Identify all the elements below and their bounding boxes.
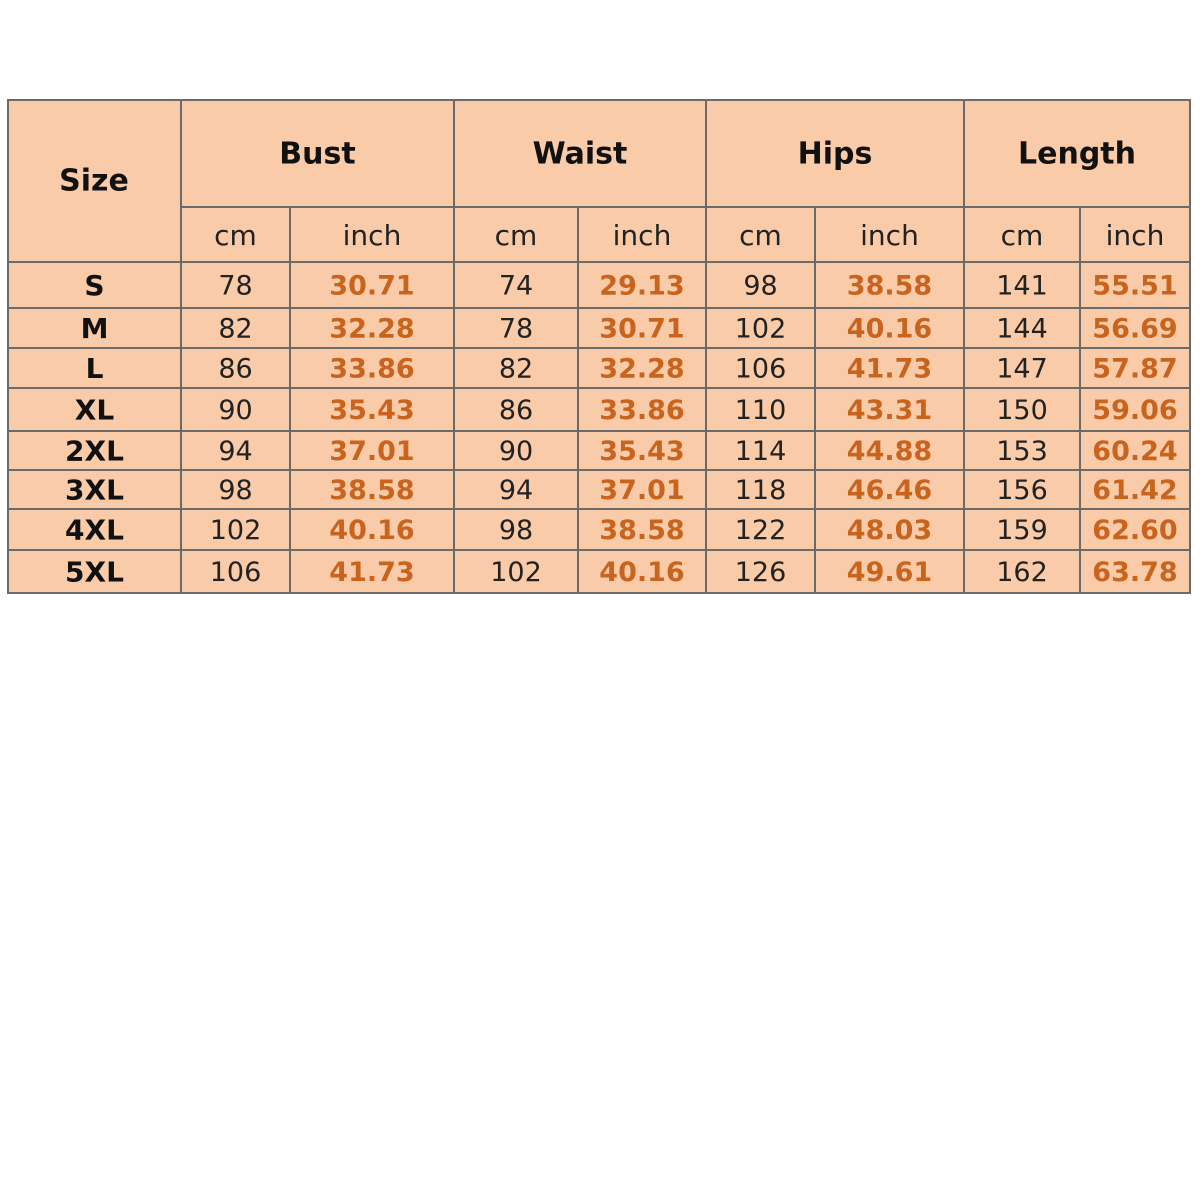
header-cell: Bust xyxy=(279,137,355,172)
header-cell: Length xyxy=(1018,137,1136,172)
unit-cell: inch xyxy=(860,219,919,252)
value-cell: 48.03 xyxy=(847,515,932,546)
size-cell: XL xyxy=(75,394,115,427)
value-cell: 38.58 xyxy=(599,515,684,546)
value-cell: 62.60 xyxy=(1092,515,1177,546)
value-cell: 41.73 xyxy=(847,354,932,385)
unit-cell: cm xyxy=(495,219,538,252)
size-cell: M xyxy=(81,312,109,345)
value-cell: 29.13 xyxy=(599,271,684,302)
value-cell: 63.78 xyxy=(1092,557,1177,588)
value-cell: 90 xyxy=(499,436,533,467)
value-cell: 98 xyxy=(218,475,252,506)
unit-cell: inch xyxy=(1106,219,1165,252)
value-cell: 94 xyxy=(499,475,533,506)
value-cell: 102 xyxy=(210,515,262,546)
value-cell: 118 xyxy=(735,475,787,506)
value-cell: 82 xyxy=(499,354,533,385)
value-cell: 33.86 xyxy=(599,395,684,426)
unit-cell: cm xyxy=(739,219,782,252)
unit-cell: cm xyxy=(1001,219,1044,252)
value-cell: 35.43 xyxy=(599,436,684,467)
table-background xyxy=(7,99,1191,594)
value-cell: 33.86 xyxy=(329,354,414,385)
value-cell: 106 xyxy=(210,557,262,588)
value-cell: 35.43 xyxy=(329,395,414,426)
header-cell: Waist xyxy=(533,137,628,172)
size-cell: S xyxy=(84,269,104,302)
value-cell: 102 xyxy=(735,314,787,345)
value-cell: 86 xyxy=(499,395,533,426)
value-cell: 114 xyxy=(735,436,787,467)
value-cell: 43.31 xyxy=(847,395,932,426)
value-cell: 30.71 xyxy=(599,314,684,345)
value-cell: 38.58 xyxy=(329,475,414,506)
value-cell: 94 xyxy=(218,436,252,467)
value-cell: 122 xyxy=(735,515,787,546)
value-cell: 32.28 xyxy=(599,354,684,385)
value-cell: 162 xyxy=(996,557,1048,588)
value-cell: 141 xyxy=(996,271,1048,302)
value-cell: 126 xyxy=(735,557,787,588)
value-cell: 86 xyxy=(218,354,252,385)
value-cell: 40.16 xyxy=(847,314,932,345)
header-cell: Size xyxy=(59,164,129,199)
value-cell: 74 xyxy=(499,271,533,302)
value-cell: 61.42 xyxy=(1092,475,1177,506)
value-cell: 40.16 xyxy=(599,557,684,588)
value-cell: 102 xyxy=(490,557,542,588)
value-cell: 147 xyxy=(996,354,1048,385)
value-cell: 159 xyxy=(996,515,1048,546)
value-cell: 59.06 xyxy=(1092,395,1177,426)
unit-cell: cm xyxy=(214,219,257,252)
value-cell: 106 xyxy=(735,354,787,385)
value-cell: 30.71 xyxy=(329,271,414,302)
value-cell: 38.58 xyxy=(847,271,932,302)
value-cell: 82 xyxy=(218,314,252,345)
value-cell: 44.88 xyxy=(847,436,932,467)
value-cell: 60.24 xyxy=(1092,436,1177,467)
unit-cell: inch xyxy=(613,219,672,252)
size-cell: 2XL xyxy=(65,435,124,468)
value-cell: 32.28 xyxy=(329,314,414,345)
value-cell: 56.69 xyxy=(1092,314,1177,345)
size-cell: 3XL xyxy=(65,474,124,507)
value-cell: 144 xyxy=(996,314,1048,345)
value-cell: 110 xyxy=(735,395,787,426)
header-cell: Hips xyxy=(798,137,873,172)
value-cell: 150 xyxy=(996,395,1048,426)
size-cell: 4XL xyxy=(65,514,124,547)
value-cell: 98 xyxy=(743,271,777,302)
value-cell: 37.01 xyxy=(599,475,684,506)
value-cell: 55.51 xyxy=(1092,271,1177,302)
value-cell: 46.46 xyxy=(847,475,932,506)
unit-cell: inch xyxy=(343,219,402,252)
value-cell: 153 xyxy=(996,436,1048,467)
value-cell: 156 xyxy=(996,475,1048,506)
value-cell: 49.61 xyxy=(847,557,932,588)
value-cell: 37.01 xyxy=(329,436,414,467)
value-cell: 78 xyxy=(499,314,533,345)
size-cell: L xyxy=(86,352,104,385)
value-cell: 57.87 xyxy=(1092,354,1177,385)
size-cell: 5XL xyxy=(65,556,124,589)
value-cell: 40.16 xyxy=(329,515,414,546)
value-cell: 98 xyxy=(499,515,533,546)
value-cell: 90 xyxy=(218,395,252,426)
value-cell: 78 xyxy=(218,271,252,302)
value-cell: 41.73 xyxy=(329,557,414,588)
